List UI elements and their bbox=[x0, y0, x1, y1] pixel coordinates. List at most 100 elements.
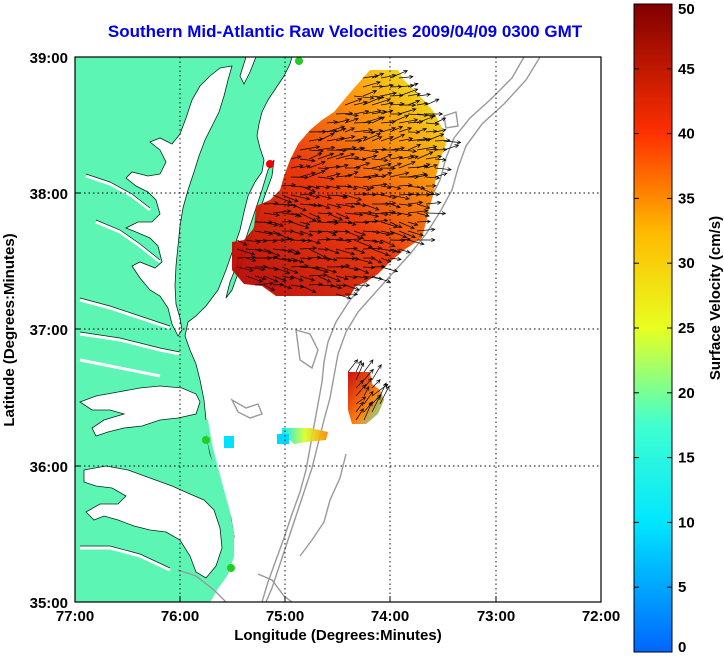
velocity-arrow bbox=[416, 127, 428, 133]
velocity-arrow bbox=[245, 257, 257, 262]
velocity-arrow bbox=[272, 257, 293, 263]
velocity-arrow bbox=[380, 126, 397, 133]
colorbar-tick-label: 15 bbox=[678, 450, 695, 467]
chesapeake-bay bbox=[125, 65, 233, 337]
velocity-arrow bbox=[326, 172, 341, 178]
velocity-arrow bbox=[425, 147, 439, 152]
velocity-arrow bbox=[398, 118, 419, 124]
velocity-arrow bbox=[355, 408, 364, 421]
velocity-arrow bbox=[434, 128, 447, 133]
velocity-arrow bbox=[425, 154, 443, 160]
velocity-arrow bbox=[245, 275, 264, 283]
velocity-arrow bbox=[389, 194, 410, 201]
velocity-arrow bbox=[317, 176, 335, 181]
velocity-patch-west bbox=[224, 436, 234, 448]
velocity-arrow bbox=[371, 158, 389, 163]
velocity-arrow bbox=[335, 163, 349, 169]
velocity-arrow bbox=[389, 133, 406, 142]
velocity-arrow bbox=[355, 396, 367, 405]
velocity-arrow bbox=[389, 70, 409, 79]
colorbar bbox=[633, 3, 673, 653]
velocity-arrow bbox=[290, 203, 308, 212]
velocity-arrow bbox=[407, 192, 421, 197]
velocity-arrow bbox=[353, 136, 368, 142]
velocity-arrow bbox=[363, 385, 370, 397]
velocity-arrow bbox=[362, 265, 376, 270]
velocity-arrow bbox=[389, 257, 402, 262]
velocity-arrow bbox=[389, 238, 406, 243]
velocity-arrow bbox=[290, 275, 304, 282]
velocity-arrow bbox=[389, 146, 406, 151]
velocity-arrow bbox=[380, 257, 392, 263]
velocity-arrow bbox=[326, 219, 338, 224]
velocity-arrow bbox=[362, 133, 382, 142]
velocity-arrow bbox=[362, 109, 382, 115]
colorbar-tick-label: 25 bbox=[678, 320, 695, 337]
velocity-arrow bbox=[290, 230, 305, 236]
velocity-arrow bbox=[407, 99, 421, 106]
velocity-arrow bbox=[344, 113, 359, 118]
velocity-arrow bbox=[371, 128, 384, 133]
velocity-field-south bbox=[282, 428, 328, 444]
velocity-arrow bbox=[281, 219, 293, 224]
velocity-arrow bbox=[299, 164, 311, 169]
velocity-arrow bbox=[416, 115, 435, 124]
velocity-arrow bbox=[362, 149, 380, 154]
velocity-arrow bbox=[425, 129, 438, 134]
velocity-arrow bbox=[355, 401, 364, 413]
velocity-arrow bbox=[335, 145, 357, 151]
velocity-arrow bbox=[290, 175, 309, 180]
velocity-arrow bbox=[344, 185, 358, 190]
velocity-arrow bbox=[281, 275, 295, 280]
velocity-arrow bbox=[362, 185, 375, 190]
velocity-arrow bbox=[254, 275, 267, 281]
velocity-arrow bbox=[407, 155, 419, 160]
velocity-arrow bbox=[362, 96, 382, 106]
velocity-arrow bbox=[398, 230, 416, 239]
velocity-arrow bbox=[263, 248, 281, 257]
velocity-arrow bbox=[335, 263, 351, 268]
velocity-arrow bbox=[344, 237, 362, 242]
velocity-arrow bbox=[344, 221, 357, 226]
velocity-arrow bbox=[380, 201, 397, 206]
velocity-arrow bbox=[272, 282, 284, 287]
station-marker bbox=[266, 160, 274, 168]
velocity-arrow bbox=[299, 145, 321, 151]
velocity-arrow bbox=[362, 219, 379, 224]
velocity-arrow bbox=[407, 172, 428, 178]
x-tick-label: 77:00 bbox=[56, 608, 94, 625]
x-tick-label: 76:00 bbox=[161, 608, 199, 625]
x-tick-label: 75:00 bbox=[266, 608, 304, 625]
velocity-arrow bbox=[389, 221, 403, 229]
velocity-arrow bbox=[236, 239, 248, 246]
velocity-arrow bbox=[425, 133, 445, 142]
velocity-arrow bbox=[416, 227, 436, 232]
velocity-arrow bbox=[434, 117, 447, 124]
velocity-arrow bbox=[353, 266, 370, 274]
velocity-arrow bbox=[371, 379, 381, 389]
velocity-arrow bbox=[326, 212, 344, 221]
velocity-arrow bbox=[344, 266, 359, 272]
velocity-arrow bbox=[398, 88, 419, 97]
velocity-arrow bbox=[353, 275, 369, 280]
velocity-arrow bbox=[353, 128, 373, 133]
velocity-arrow bbox=[290, 194, 311, 201]
velocity-arrow bbox=[371, 162, 392, 169]
velocity-arrow bbox=[380, 135, 395, 142]
velocity-arrow bbox=[398, 148, 418, 154]
velocity-arrow bbox=[425, 121, 440, 126]
colorbar-label: Surface Velocity (cm/s) bbox=[707, 216, 724, 380]
velocity-arrow bbox=[344, 127, 356, 133]
station-marker bbox=[202, 436, 210, 444]
velocity-arrow bbox=[362, 167, 384, 172]
velocity-arrow bbox=[371, 147, 387, 152]
velocity-arrow bbox=[379, 382, 387, 397]
colorbar-tick-label: 5 bbox=[678, 579, 686, 596]
velocity-arrow bbox=[290, 155, 302, 160]
velocity-arrow bbox=[416, 203, 431, 209]
velocity-arrow bbox=[308, 273, 328, 278]
velocity-arrow bbox=[236, 266, 254, 272]
velocity-arrow bbox=[398, 102, 417, 108]
velocity-arrow bbox=[425, 163, 438, 169]
